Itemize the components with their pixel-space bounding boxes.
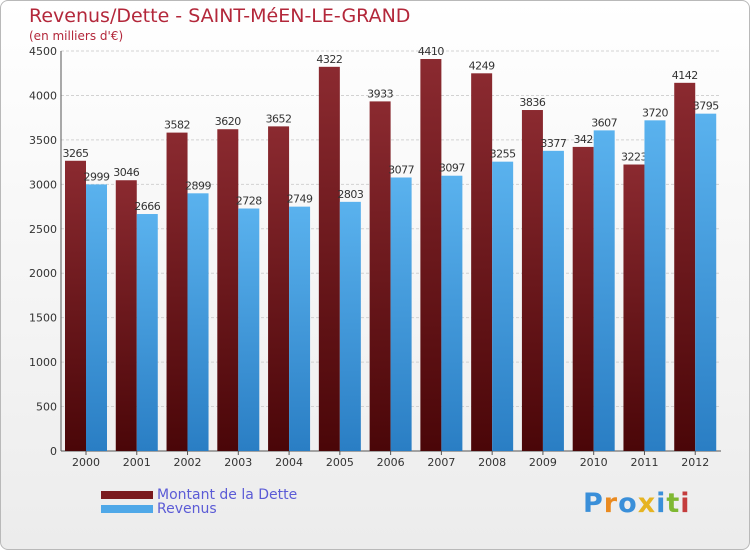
chart-title: Revenus/Dette - SAINT-MéEN-LE-GRAND	[29, 5, 411, 27]
bar-dette	[166, 132, 188, 451]
bar-revenus	[441, 175, 463, 451]
data-label: 4322	[316, 53, 342, 66]
bar-dette	[420, 59, 442, 451]
bar-dette	[572, 146, 594, 451]
bar-dette	[369, 101, 391, 452]
y-tick-label: 2500	[29, 223, 57, 236]
bar-dette	[65, 160, 86, 451]
data-label: 3077	[388, 163, 414, 176]
logo-letter: o	[618, 488, 638, 519]
legend-item-revenus: Revenus	[101, 501, 297, 517]
data-label: 4249	[469, 59, 495, 72]
bar-revenus	[695, 113, 717, 452]
logo-letter: P	[583, 488, 604, 519]
bar-revenus	[86, 184, 107, 451]
bar-revenus	[644, 120, 666, 451]
bar-dette	[623, 164, 645, 451]
proxiti-logo: Proxiti	[583, 488, 691, 519]
bar-revenus	[593, 130, 615, 451]
y-tick-label: 4000	[29, 89, 57, 102]
legend-label-revenus: Revenus	[157, 501, 217, 517]
y-tick-label: 3500	[29, 134, 57, 147]
x-tick-label: 2012	[681, 456, 709, 469]
legend-swatch-dette	[101, 491, 153, 499]
x-tick-label: 2000	[72, 456, 100, 469]
x-tick-label: 2008	[478, 456, 506, 469]
data-label: 3620	[215, 115, 241, 128]
bar-revenus	[390, 177, 412, 451]
data-label: 3223	[621, 151, 647, 164]
bar-dette	[674, 82, 696, 452]
bar-dette	[318, 66, 340, 452]
data-label: 3377	[540, 137, 566, 150]
data-label: 2999	[84, 170, 110, 183]
data-label: 3720	[642, 106, 668, 119]
data-label: 2899	[185, 179, 211, 192]
data-label: 3046	[113, 166, 139, 179]
bar-revenus	[542, 150, 564, 452]
data-label: 4142	[672, 69, 698, 82]
logo-letter: x	[637, 488, 657, 519]
data-label: 3933	[367, 87, 393, 100]
x-tick-label: 2005	[326, 456, 354, 469]
data-label: 2803	[337, 188, 363, 201]
bar-dette	[268, 126, 290, 451]
data-label: 3795	[693, 100, 719, 113]
bar-revenus	[289, 206, 311, 451]
x-tick-label: 2009	[529, 456, 557, 469]
data-label: 3582	[164, 119, 190, 132]
x-tick-label: 2002	[174, 456, 202, 469]
y-tick-label: 1000	[29, 356, 57, 369]
x-tick-label: 2011	[630, 456, 658, 469]
legend-item-dette: Montant de la Dette	[101, 487, 298, 503]
x-tick-label: 2001	[123, 456, 151, 469]
bar-revenus	[136, 214, 158, 451]
bar-revenus	[339, 201, 361, 451]
legend-label-dette: Montant de la Dette	[157, 487, 298, 503]
x-tick-label: 2010	[580, 456, 608, 469]
bar-dette	[217, 129, 239, 451]
logo-letter: t	[666, 488, 681, 519]
bar-revenus	[492, 161, 514, 451]
legend-swatch-revenus	[101, 505, 153, 513]
y-tick-label: 0	[50, 445, 57, 458]
y-tick-label: 2000	[29, 267, 57, 280]
x-tick-label: 2003	[224, 456, 252, 469]
x-tick-label: 2006	[377, 456, 405, 469]
data-label: 3607	[591, 116, 617, 129]
bar-revenus	[238, 208, 260, 451]
bar-dette	[471, 73, 493, 452]
data-label: 3265	[63, 147, 89, 160]
bar-revenus	[187, 193, 209, 452]
data-label: 2666	[134, 200, 160, 213]
data-label: 3097	[439, 162, 465, 175]
legend: Montant de la Dette Revenus	[101, 487, 298, 517]
data-label: 3255	[490, 148, 516, 161]
y-tick-label: 3000	[29, 178, 57, 191]
y-tick-label: 500	[36, 401, 57, 414]
data-label: 3836	[519, 96, 545, 109]
bar-dette	[521, 110, 543, 452]
y-tick-label: 4500	[29, 45, 57, 58]
x-tick-label: 2004	[275, 456, 303, 469]
logo-letter: i	[656, 488, 667, 519]
data-label: 2749	[287, 193, 313, 206]
y-tick-label: 1500	[29, 312, 57, 325]
data-label: 2728	[236, 195, 262, 208]
bar-dette	[115, 180, 137, 451]
data-label: 3652	[266, 112, 292, 125]
logo-letter: r	[603, 488, 619, 519]
plot-area: 0 500 1000 1500 2000 2500 3000 3500 4000 4500 3265…	[29, 45, 721, 469]
x-tick-label: 2007	[427, 456, 455, 469]
data-label: 4410	[418, 45, 444, 58]
logo-letter: i	[680, 488, 691, 519]
data-label: 342	[573, 133, 593, 146]
chart-subtitle: (en milliers d'€)	[29, 29, 124, 43]
